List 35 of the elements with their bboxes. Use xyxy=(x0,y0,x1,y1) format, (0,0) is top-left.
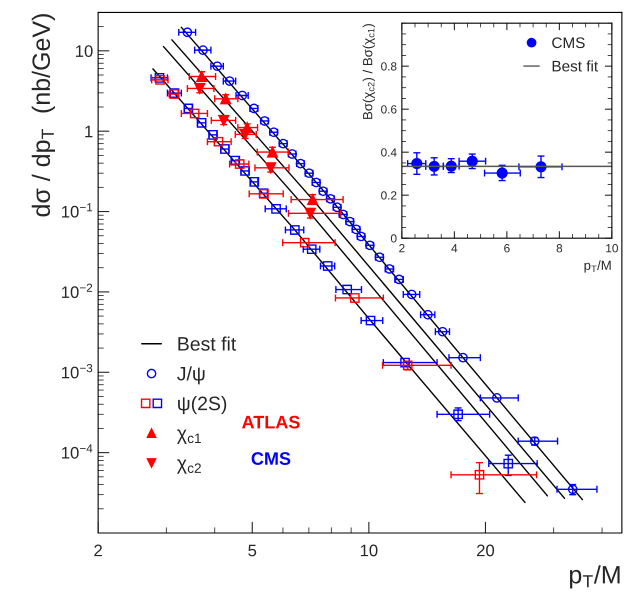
legend-label: J/ψ xyxy=(177,366,205,384)
x-tick-label: 4 xyxy=(451,244,458,252)
legend-label: Best fit xyxy=(178,336,236,351)
legend-label: Best fit xyxy=(552,60,598,72)
y-tick-label: 10$^{−1}$ xyxy=(62,203,92,218)
x-tick-label: 10 xyxy=(360,544,378,556)
y-tick-label: 10$^{−4}$ xyxy=(62,444,92,459)
legend-label: ψ(2S) xyxy=(178,396,226,414)
y-tick-label: 1 xyxy=(85,126,92,138)
x-tick-label: 2 xyxy=(94,544,102,556)
y-tick-label: 0.8 xyxy=(381,62,396,71)
x-tick-label: 2 xyxy=(399,244,405,252)
y-tick-label: 0.4 xyxy=(381,148,397,157)
x-tick-label: 10 xyxy=(606,244,618,252)
x-axis-title: p$_{T}$/M xyxy=(584,260,611,273)
annotation: CMS xyxy=(252,452,290,465)
y-axis-title: dσ / dp$_{T}$ (nb/GeV) xyxy=(32,14,56,216)
legend-label: CMS xyxy=(552,37,585,48)
y-tick-label: 0.6 xyxy=(381,105,396,114)
x-axis-title: p$_{T}$/M xyxy=(570,565,620,589)
y-tick-label: 0.2 xyxy=(381,191,396,200)
x-tick-label: 5 xyxy=(248,544,256,556)
point xyxy=(466,156,478,167)
legend-label: χ$_{c2}$ xyxy=(177,459,201,474)
point xyxy=(496,167,508,179)
x-tick-label: 6 xyxy=(504,244,510,252)
legend-label: χ$_{c1}$ xyxy=(177,429,201,444)
y-tick-label: 10$^{−3}$ xyxy=(62,364,92,378)
annotation: ATLAS xyxy=(242,416,300,429)
x-tick-label: 8 xyxy=(556,244,562,252)
y-axis-title: Bσ(χ$_{c2}$) / Bσ(χ$_{c1}$) xyxy=(362,24,375,119)
x-tick-label: 20 xyxy=(477,544,494,556)
y-tick-label: 10 xyxy=(76,45,93,58)
y-tick-label: 0 xyxy=(390,234,397,243)
y-tick-label: 10$^{−2}$ xyxy=(62,284,92,298)
